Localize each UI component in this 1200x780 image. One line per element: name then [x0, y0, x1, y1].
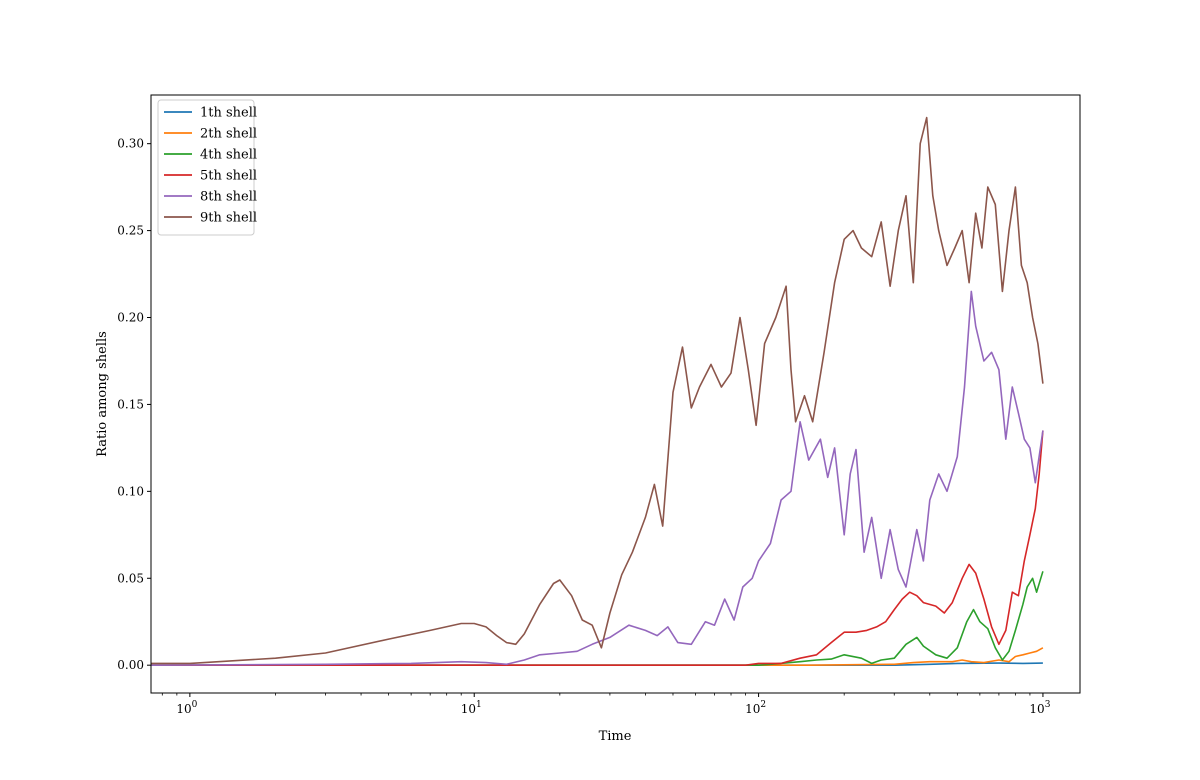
- legend-label: 5th shell: [200, 169, 257, 184]
- series-line-6: [151, 116, 1044, 665]
- x-tick-exponent: 1: [476, 700, 482, 710]
- y-tick-label: 0.30: [117, 137, 144, 151]
- legend-label: 4th shell: [200, 148, 257, 163]
- series-layer: [150, 116, 1044, 666]
- y-tick-label: 0.00: [117, 658, 144, 672]
- y-tick-label: 0.25: [117, 224, 144, 238]
- x-tick-exponent: 3: [1045, 700, 1051, 710]
- x-tick-label: 100: [176, 700, 197, 716]
- x-axis-label: Time: [599, 729, 632, 744]
- x-tick-exponent: 0: [192, 700, 198, 710]
- x-tick-label: 102: [745, 700, 766, 716]
- x-tick-label: 103: [1029, 700, 1050, 716]
- x-axis: 100 101 102 103: [161, 693, 1051, 716]
- y-tick-label: 0.15: [117, 397, 144, 411]
- x-tick-label: 101: [461, 700, 482, 716]
- y-tick-label: 0.20: [117, 311, 144, 325]
- legend-label: 9th shell: [200, 211, 257, 226]
- legend-label: 8th shell: [200, 190, 257, 205]
- series-line-4: [151, 430, 1044, 666]
- legend: 1th shell 2th shell 4th shell 5th shell 8th …: [157, 99, 257, 236]
- y-tick-label: 0.10: [117, 484, 144, 498]
- series-line-2: [151, 647, 1044, 666]
- series-line-5: [150, 290, 1044, 666]
- plot-frame: [150, 94, 1081, 694]
- legend-label: 1th shell: [200, 106, 257, 121]
- y-axis: 0.00 0.05 0.10 0.15 0.20 0.25 0.30: [117, 137, 151, 672]
- x-tick-exponent: 2: [760, 700, 766, 710]
- series-line-3: [151, 571, 1044, 666]
- y-tick-label: 0.05: [117, 571, 144, 585]
- legend-label: 2th shell: [200, 127, 257, 142]
- y-axis-label: Ratio among shells: [95, 331, 110, 457]
